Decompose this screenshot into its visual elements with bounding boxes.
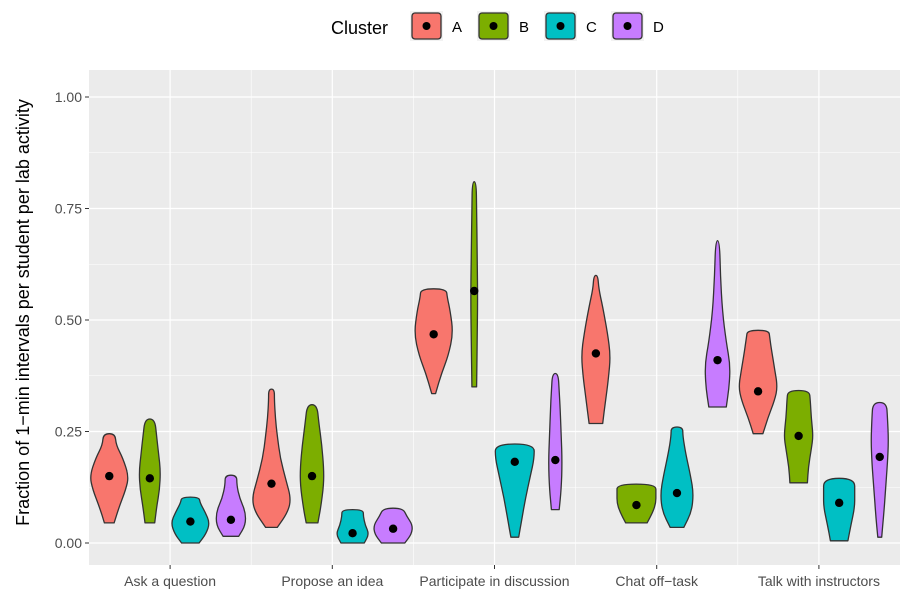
x-tick-label: Chat off−task <box>615 573 699 589</box>
x-axis: Ask a question Propose an idea Participate… <box>124 565 880 589</box>
legend-point <box>422 22 431 30</box>
y-axis-title: Fraction of 1−min intervals per student … <box>13 99 33 526</box>
mean-point-A-4 <box>753 387 763 396</box>
plot-panel <box>89 70 900 565</box>
x-tick-label: Participate in discussion <box>419 573 569 589</box>
legend-label: A <box>452 19 462 36</box>
mean-point-C-1 <box>348 528 357 538</box>
mean-point-D-4 <box>875 452 884 462</box>
y-tick-label: 0.00 <box>55 535 82 551</box>
violin-D-2 <box>548 372 563 511</box>
mean-point-D-1 <box>388 524 398 533</box>
y-tick-label: 0.50 <box>55 312 82 328</box>
violin-D-0 <box>215 474 247 537</box>
violin-A-2 <box>414 288 453 395</box>
violin-A-4 <box>738 329 778 435</box>
mean-point-C-0 <box>186 517 195 526</box>
violin-D-3 <box>704 239 731 408</box>
mean-point-D-0 <box>226 515 236 525</box>
legend-title: Cluster <box>331 18 388 38</box>
mean-point-A-3 <box>591 349 601 358</box>
violin-A-1 <box>252 388 291 529</box>
mean-point-B-1 <box>307 471 317 481</box>
mean-point-A-1 <box>267 479 276 488</box>
legend-label: D <box>653 19 664 36</box>
legend-point <box>556 22 565 30</box>
legend-item-C: C <box>544 11 597 41</box>
legend-point <box>623 22 632 30</box>
mean-point-B-2 <box>470 286 479 296</box>
mean-point-C-4 <box>834 498 844 508</box>
violin-C-3 <box>660 426 694 529</box>
x-tick-label: Ask a question <box>124 573 216 589</box>
legend-item-A: A <box>410 11 462 41</box>
legend-label: B <box>519 19 529 36</box>
violin-C-4 <box>822 477 856 542</box>
mean-point-C-2 <box>510 457 519 467</box>
mean-point-A-0 <box>105 471 114 481</box>
mean-point-B-3 <box>632 500 641 510</box>
violin-B-2 <box>470 181 479 388</box>
violin-B-1 <box>299 404 325 524</box>
y-tick-label: 1.00 <box>55 89 82 105</box>
legend-item-B: B <box>477 11 529 41</box>
y-axis: 0.00 0.25 0.50 0.75 1.00 <box>55 89 89 551</box>
violin-C-1 <box>336 508 369 544</box>
mean-point-D-3 <box>713 355 722 365</box>
legend-item-D: D <box>611 11 664 41</box>
mean-point-C-3 <box>672 488 682 498</box>
y-tick-label: 0.25 <box>55 424 82 440</box>
x-tick-label: Propose an idea <box>281 573 383 589</box>
mean-point-B-0 <box>145 474 155 483</box>
mean-point-B-4 <box>794 431 803 441</box>
x-tick-label: Talk with instructors <box>758 573 880 589</box>
legend: Cluster A B C D <box>331 11 664 41</box>
legend-point <box>489 22 498 30</box>
mean-point-A-2 <box>429 330 438 339</box>
violin-B-0 <box>138 418 161 524</box>
legend-label: C <box>586 19 597 36</box>
y-tick-label: 0.75 <box>55 201 82 217</box>
violin-C-2 <box>494 443 535 538</box>
mean-point-D-2 <box>551 455 560 465</box>
violin-D-4 <box>870 401 889 538</box>
